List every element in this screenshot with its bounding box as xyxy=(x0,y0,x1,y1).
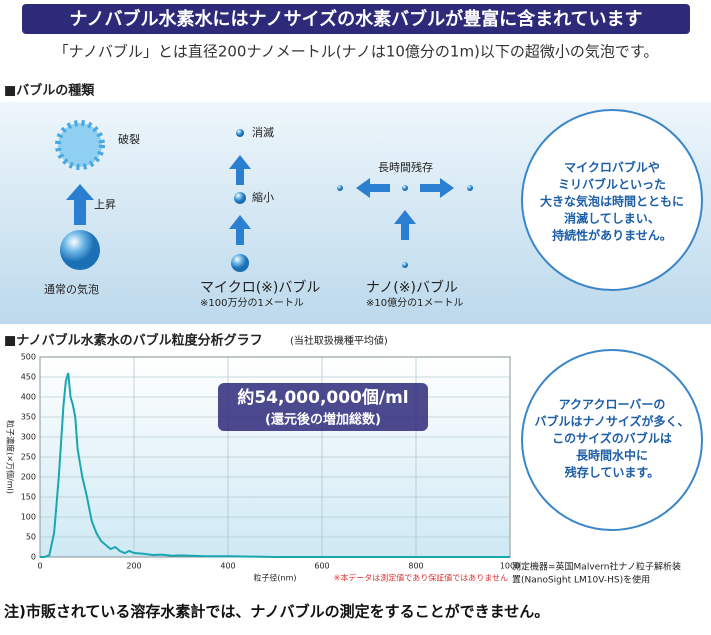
section-title: ■バブルの種類 xyxy=(4,83,95,99)
callout-line: 残存しています。 xyxy=(565,465,659,480)
y-axis-label: 粒子濃度(×万個/ml) xyxy=(6,420,16,494)
callout: アクアクローバーのバブルはナノサイズが多く、このサイズのバブルは長時間水中に残存… xyxy=(534,398,689,480)
label: 縮小 xyxy=(252,190,274,204)
annotation: (還元後の増加総数) xyxy=(265,412,381,428)
y-tick-label: 250 xyxy=(21,453,36,462)
x-axis-label: 粒子径(nm) xyxy=(253,573,296,583)
y-tick-label: 0 xyxy=(31,553,36,562)
title: ナノバブル水素水にはナノサイズの水素バブルが豊富に含まれています xyxy=(69,8,642,30)
callout: マイクロバブルやミリバブルといった大きな気泡は時間とともに消滅してしまい、持続性… xyxy=(540,160,684,243)
annotation: 約54,000,000個/ml xyxy=(237,387,408,408)
y-tick-label: 150 xyxy=(21,493,36,502)
note: ※本データは測定値であり保証値ではありません xyxy=(334,573,508,583)
callout-line: 大きな気泡は時間とともに xyxy=(540,194,684,209)
callout-line: 置(NanoSight LM10V-HS)を使用 xyxy=(512,574,650,586)
diagram-labels: 破裂 上昇 通常の気泡 消滅 縮小 マイクロ(※)バブル ※100万分の1メート… xyxy=(44,125,463,309)
x-tick-label: 0 xyxy=(37,562,42,571)
footer: 注)市販されている溶存水素計では、ナノバブルの測定をすることができません。 xyxy=(4,603,549,621)
callout-line: バブルはナノサイズが多く、 xyxy=(534,414,689,429)
y-tick-label: 400 xyxy=(21,393,36,402)
callout-line: 長時間水中に xyxy=(576,448,648,463)
callout-line: マイクロバブルや xyxy=(564,160,660,175)
label: 破裂 xyxy=(118,132,140,146)
subtitle: 「ナノバブル」とは直径200ナノメートル(ナノは10億分の1m)以下の超微小の気… xyxy=(54,43,659,61)
title-bar xyxy=(22,4,690,34)
label: 上昇 xyxy=(94,198,116,211)
callout-line: アクアクローバーの xyxy=(559,398,666,412)
y-tick-label: 350 xyxy=(21,413,36,422)
label: ※100万分の1メートル xyxy=(200,297,304,309)
x-tick-label: 400 xyxy=(220,562,235,571)
label: マイクロ(※)バブル xyxy=(200,279,320,296)
annotation-box xyxy=(218,383,428,431)
callout-line: 持続性がありません。 xyxy=(552,228,672,243)
chart: 0 50 100 150 200 250 300 350 400 450 500 0 200 400 600… xyxy=(6,353,521,583)
y-tick-label: 200 xyxy=(21,473,36,482)
x-tick-label: 600 xyxy=(314,562,329,571)
y-tick-label: 300 xyxy=(21,433,36,442)
x-tick-label: 1000 xyxy=(500,562,520,571)
label: ナノ(※)バブル xyxy=(366,279,458,296)
x-tick-label: 200 xyxy=(126,562,141,571)
callout-line: 消滅してしまい、 xyxy=(564,211,660,226)
callout-line: このサイズのバブルは xyxy=(552,431,672,446)
label: 消滅 xyxy=(252,125,274,139)
y-tick-label: 100 xyxy=(21,513,36,522)
x-tick-label: 800 xyxy=(408,562,423,571)
callout-line: ミリバブルといった xyxy=(558,177,666,192)
label: 長時間残存 xyxy=(378,160,433,174)
section-subtitle: (当社取扱機種平均値) xyxy=(290,334,388,347)
diagram xyxy=(55,109,703,531)
callout-line: 測定機器=英国Malvern社ナノ粒子解析装 xyxy=(512,561,681,573)
data-line xyxy=(40,372,510,558)
label: ※10億分の1メートル xyxy=(366,296,463,309)
label: 通常の気泡 xyxy=(44,282,99,296)
y-tick-label: 500 xyxy=(21,353,36,362)
section-title: ■ナノバブル水素水のバブル粒度分析グラフ xyxy=(4,333,263,349)
y-tick-label: 50 xyxy=(26,533,36,542)
y-tick-label: 450 xyxy=(21,373,36,382)
